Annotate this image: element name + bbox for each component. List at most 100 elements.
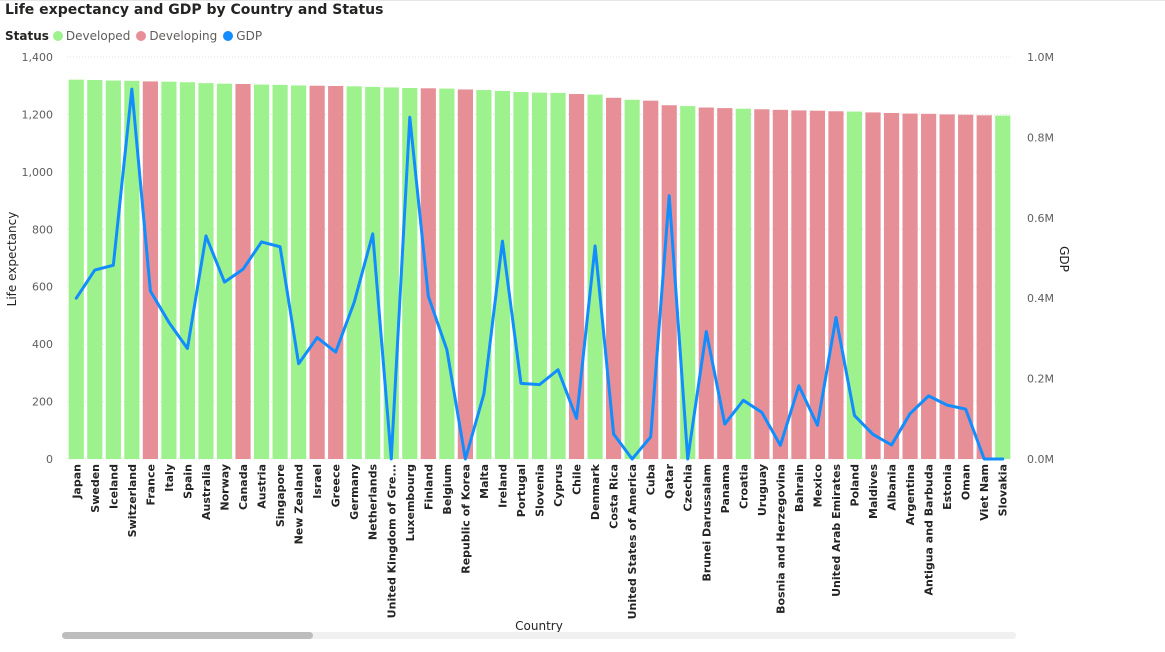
bar[interactable] — [365, 86, 381, 460]
x-tick-label: Ireland — [496, 464, 509, 508]
y2-tick-label: 0.8M — [1027, 131, 1054, 144]
x-tick-label: Estonia — [941, 464, 954, 510]
y2-tick-label: 0.0M — [1027, 453, 1054, 466]
x-tick-label: Albania — [886, 464, 899, 511]
bar[interactable] — [921, 113, 937, 459]
bar[interactable] — [624, 99, 640, 459]
bar[interactable] — [865, 112, 881, 460]
bar[interactable] — [513, 92, 529, 459]
gdp-line[interactable] — [74, 87, 1005, 461]
x-tick-label: Cuba — [645, 464, 658, 495]
y-axis-title: Life expectancy — [5, 212, 19, 307]
bar[interactable] — [568, 94, 585, 459]
chart-title: Life expectancy and GDP by Country and S… — [5, 2, 384, 18]
legend-marker-gdp — [223, 31, 234, 41]
bar[interactable] — [606, 97, 622, 460]
bar[interactable] — [235, 83, 251, 460]
bar[interactable] — [142, 81, 158, 459]
y-tick-label: 1,400 — [22, 51, 54, 64]
bar[interactable] — [309, 85, 325, 460]
legend-label-gdp: GDP — [236, 29, 263, 43]
x-tick-label: Slovakia — [997, 464, 1010, 516]
x-tick-label: Germany — [348, 464, 361, 520]
bar[interactable] — [328, 86, 344, 459]
bar[interactable] — [643, 100, 659, 460]
bar[interactable] — [902, 113, 918, 459]
x-tick-label: Maldives — [867, 464, 880, 519]
x-tick-label: Luxembourg — [404, 464, 417, 541]
bar[interactable] — [661, 105, 677, 460]
x-axis-title: Country — [515, 619, 563, 633]
legend-marker-developing — [136, 31, 147, 41]
bar[interactable] — [494, 90, 511, 459]
bar[interactable] — [698, 107, 714, 459]
bar[interactable] — [68, 79, 84, 460]
bar[interactable] — [735, 108, 751, 459]
bar[interactable] — [754, 109, 770, 459]
bar[interactable] — [846, 111, 863, 459]
x-tick-label: Cyprus — [552, 464, 565, 507]
bar[interactable] — [198, 83, 214, 459]
legend-item-developing[interactable]: Developing — [136, 29, 217, 43]
x-tick-label: Malta — [478, 464, 491, 499]
legend-marker-developed — [52, 31, 63, 41]
bar[interactable] — [420, 88, 436, 460]
x-tick-label: Panama — [719, 464, 732, 513]
bar[interactable] — [976, 115, 992, 459]
y-axis-left: 0 200 400 600 800 1,000 1,200 1,400 — [22, 51, 54, 466]
bar[interactable] — [476, 90, 492, 460]
x-tick-label: Republic of Korea — [459, 464, 472, 574]
x-tick-label: Sweden — [89, 464, 102, 513]
x-tick-label: Austria — [256, 464, 269, 509]
legend-item-developed[interactable]: Developed — [52, 29, 131, 43]
y2-tick-label: 0.6M — [1027, 212, 1054, 225]
x-tick-label: Portugal — [515, 464, 528, 517]
bar[interactable] — [439, 88, 455, 459]
x-tick-label: Argentina — [904, 464, 917, 525]
bar[interactable] — [717, 108, 733, 460]
bar[interactable] — [291, 85, 307, 460]
y-tick-label: 600 — [32, 281, 53, 294]
legend-item-gdp[interactable]: GDP — [223, 29, 262, 43]
bar[interactable] — [883, 112, 900, 460]
y-tick-label: 200 — [32, 396, 53, 409]
bar[interactable] — [531, 92, 548, 460]
legend-label-developing: Developing — [149, 29, 218, 43]
bar[interactable] — [680, 106, 696, 459]
legend: Status Developed Developing GDP — [5, 28, 268, 44]
bar[interactable] — [791, 110, 807, 459]
bar[interactable] — [105, 80, 121, 460]
x-tick-label: Spain — [181, 464, 194, 499]
bar[interactable] — [772, 109, 788, 459]
x-axis-labels: Japan Sweden Iceland Switzerland France Italy… — [70, 463, 1009, 619]
bar[interactable] — [179, 82, 196, 460]
scrollbar-thumb[interactable] — [62, 632, 313, 639]
bar[interactable] — [995, 115, 1011, 459]
bars-life-expectancy — [68, 79, 1011, 460]
bar[interactable] — [124, 80, 140, 459]
x-tick-label: Israel — [311, 464, 324, 499]
bar[interactable] — [272, 84, 288, 459]
legend-label-developed: Developed — [65, 29, 131, 43]
bar[interactable] — [828, 111, 844, 460]
bar[interactable] — [253, 84, 270, 459]
x-tick-label: Bahrain — [793, 464, 806, 512]
x-tick-label: Netherlands — [367, 464, 380, 541]
x-tick-label: Switzerland — [126, 464, 139, 537]
x-tick-label: Italy — [163, 464, 176, 492]
bar[interactable] — [161, 81, 177, 459]
bar[interactable] — [809, 110, 826, 459]
bar[interactable] — [457, 89, 473, 459]
bar[interactable] — [550, 92, 566, 459]
bar[interactable] — [346, 86, 362, 459]
horizontal-scrollbar[interactable] — [62, 632, 1016, 639]
bar[interactable] — [587, 94, 603, 460]
bar[interactable] — [939, 114, 955, 460]
x-tick-label: France — [144, 464, 157, 505]
bar[interactable] — [958, 114, 974, 459]
y-tick-label: 1,200 — [22, 108, 54, 121]
bar[interactable] — [216, 83, 233, 459]
x-tick-label: United Kingdom of Gre... — [385, 464, 398, 618]
y2-tick-label: 0.4M — [1027, 292, 1054, 305]
